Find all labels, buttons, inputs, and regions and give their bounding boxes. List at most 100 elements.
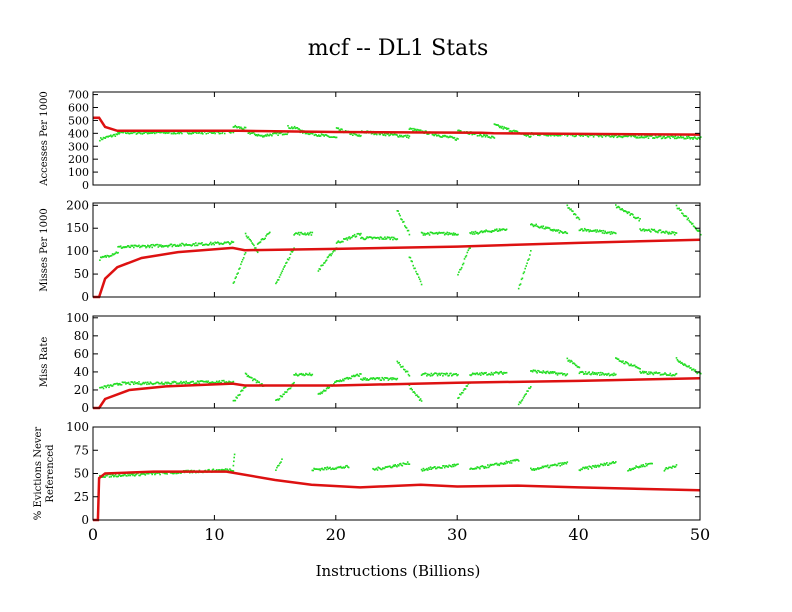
data-point [432,134,435,136]
data-point [460,393,462,396]
data-point [350,133,352,136]
data-point [529,387,531,390]
data-point [691,369,693,371]
data-point [459,268,461,271]
data-point [559,465,561,467]
data-point [483,134,486,136]
data-point [416,273,418,275]
data-point [364,238,367,241]
data-point [645,229,648,231]
data-point [441,372,443,375]
data-point [278,398,281,400]
data-point [427,232,429,234]
data-point [661,231,664,233]
data-point [481,372,484,375]
data-point [419,129,421,131]
data-point [237,394,239,397]
data-point [293,234,295,236]
data-point [665,374,668,376]
data-point [348,236,350,238]
data-point [575,364,578,367]
data-point [488,465,491,467]
data-point [319,393,321,395]
data-point [608,231,611,233]
data-point [133,383,135,385]
data-point [447,136,450,139]
data-point [520,400,523,402]
data-point [195,382,197,384]
data-point [126,382,128,384]
data-point [265,135,268,137]
data-point [541,372,544,374]
y-tick-label: 75 [74,443,89,457]
data-point [612,135,614,137]
data-point [457,138,459,140]
data-point [433,466,435,469]
data-point [621,361,623,364]
data-point [297,231,300,234]
data-point [484,465,486,468]
data-point [425,372,427,375]
data-point [691,222,694,225]
data-point [119,382,121,385]
data-point [681,136,684,139]
data-point [458,129,460,132]
data-point [121,131,124,134]
data-point [304,132,307,135]
data-point [612,374,614,377]
data-point [266,133,269,136]
data-point [327,387,330,389]
y-tick-label: 100 [66,244,89,258]
data-point [300,372,303,375]
data-point [152,383,154,386]
data-point [634,217,637,220]
data-point [119,474,121,477]
data-point [488,373,491,375]
data-point [696,138,699,140]
data-point [597,464,599,467]
data-point [543,371,545,374]
data-point [570,359,572,362]
data-point [593,230,596,232]
data-point [130,132,132,134]
data-point [324,261,326,264]
data-point [686,218,689,221]
data-point [271,134,273,137]
data-point [474,133,476,135]
data-point [136,382,139,384]
data-point [472,468,475,470]
data-point [358,233,360,235]
data-point [443,372,445,375]
data-point [208,382,210,384]
data-point [328,467,330,469]
data-point [281,395,284,398]
data-point [556,374,559,376]
data-point [182,381,185,383]
data-point [144,474,147,476]
data-point [560,462,562,464]
data-point [243,253,246,256]
data-point [390,466,392,469]
data-point [546,227,548,229]
data-point [502,373,504,375]
data-point [682,364,685,366]
y-tick-label: 100 [68,166,89,179]
data-point [297,374,299,377]
data-point [598,135,600,138]
data-point [692,368,695,370]
data-point [342,240,344,243]
data-point [240,390,242,393]
data-point [463,258,466,260]
data-point [397,210,399,212]
data-point [700,372,702,375]
data-point [330,136,333,138]
data-point [616,136,618,139]
data-point [260,135,262,137]
data-point [576,216,579,218]
data-point [662,373,664,376]
data-point [213,243,215,246]
data-point [555,229,558,231]
data-point [608,462,611,465]
data-point [299,129,301,131]
